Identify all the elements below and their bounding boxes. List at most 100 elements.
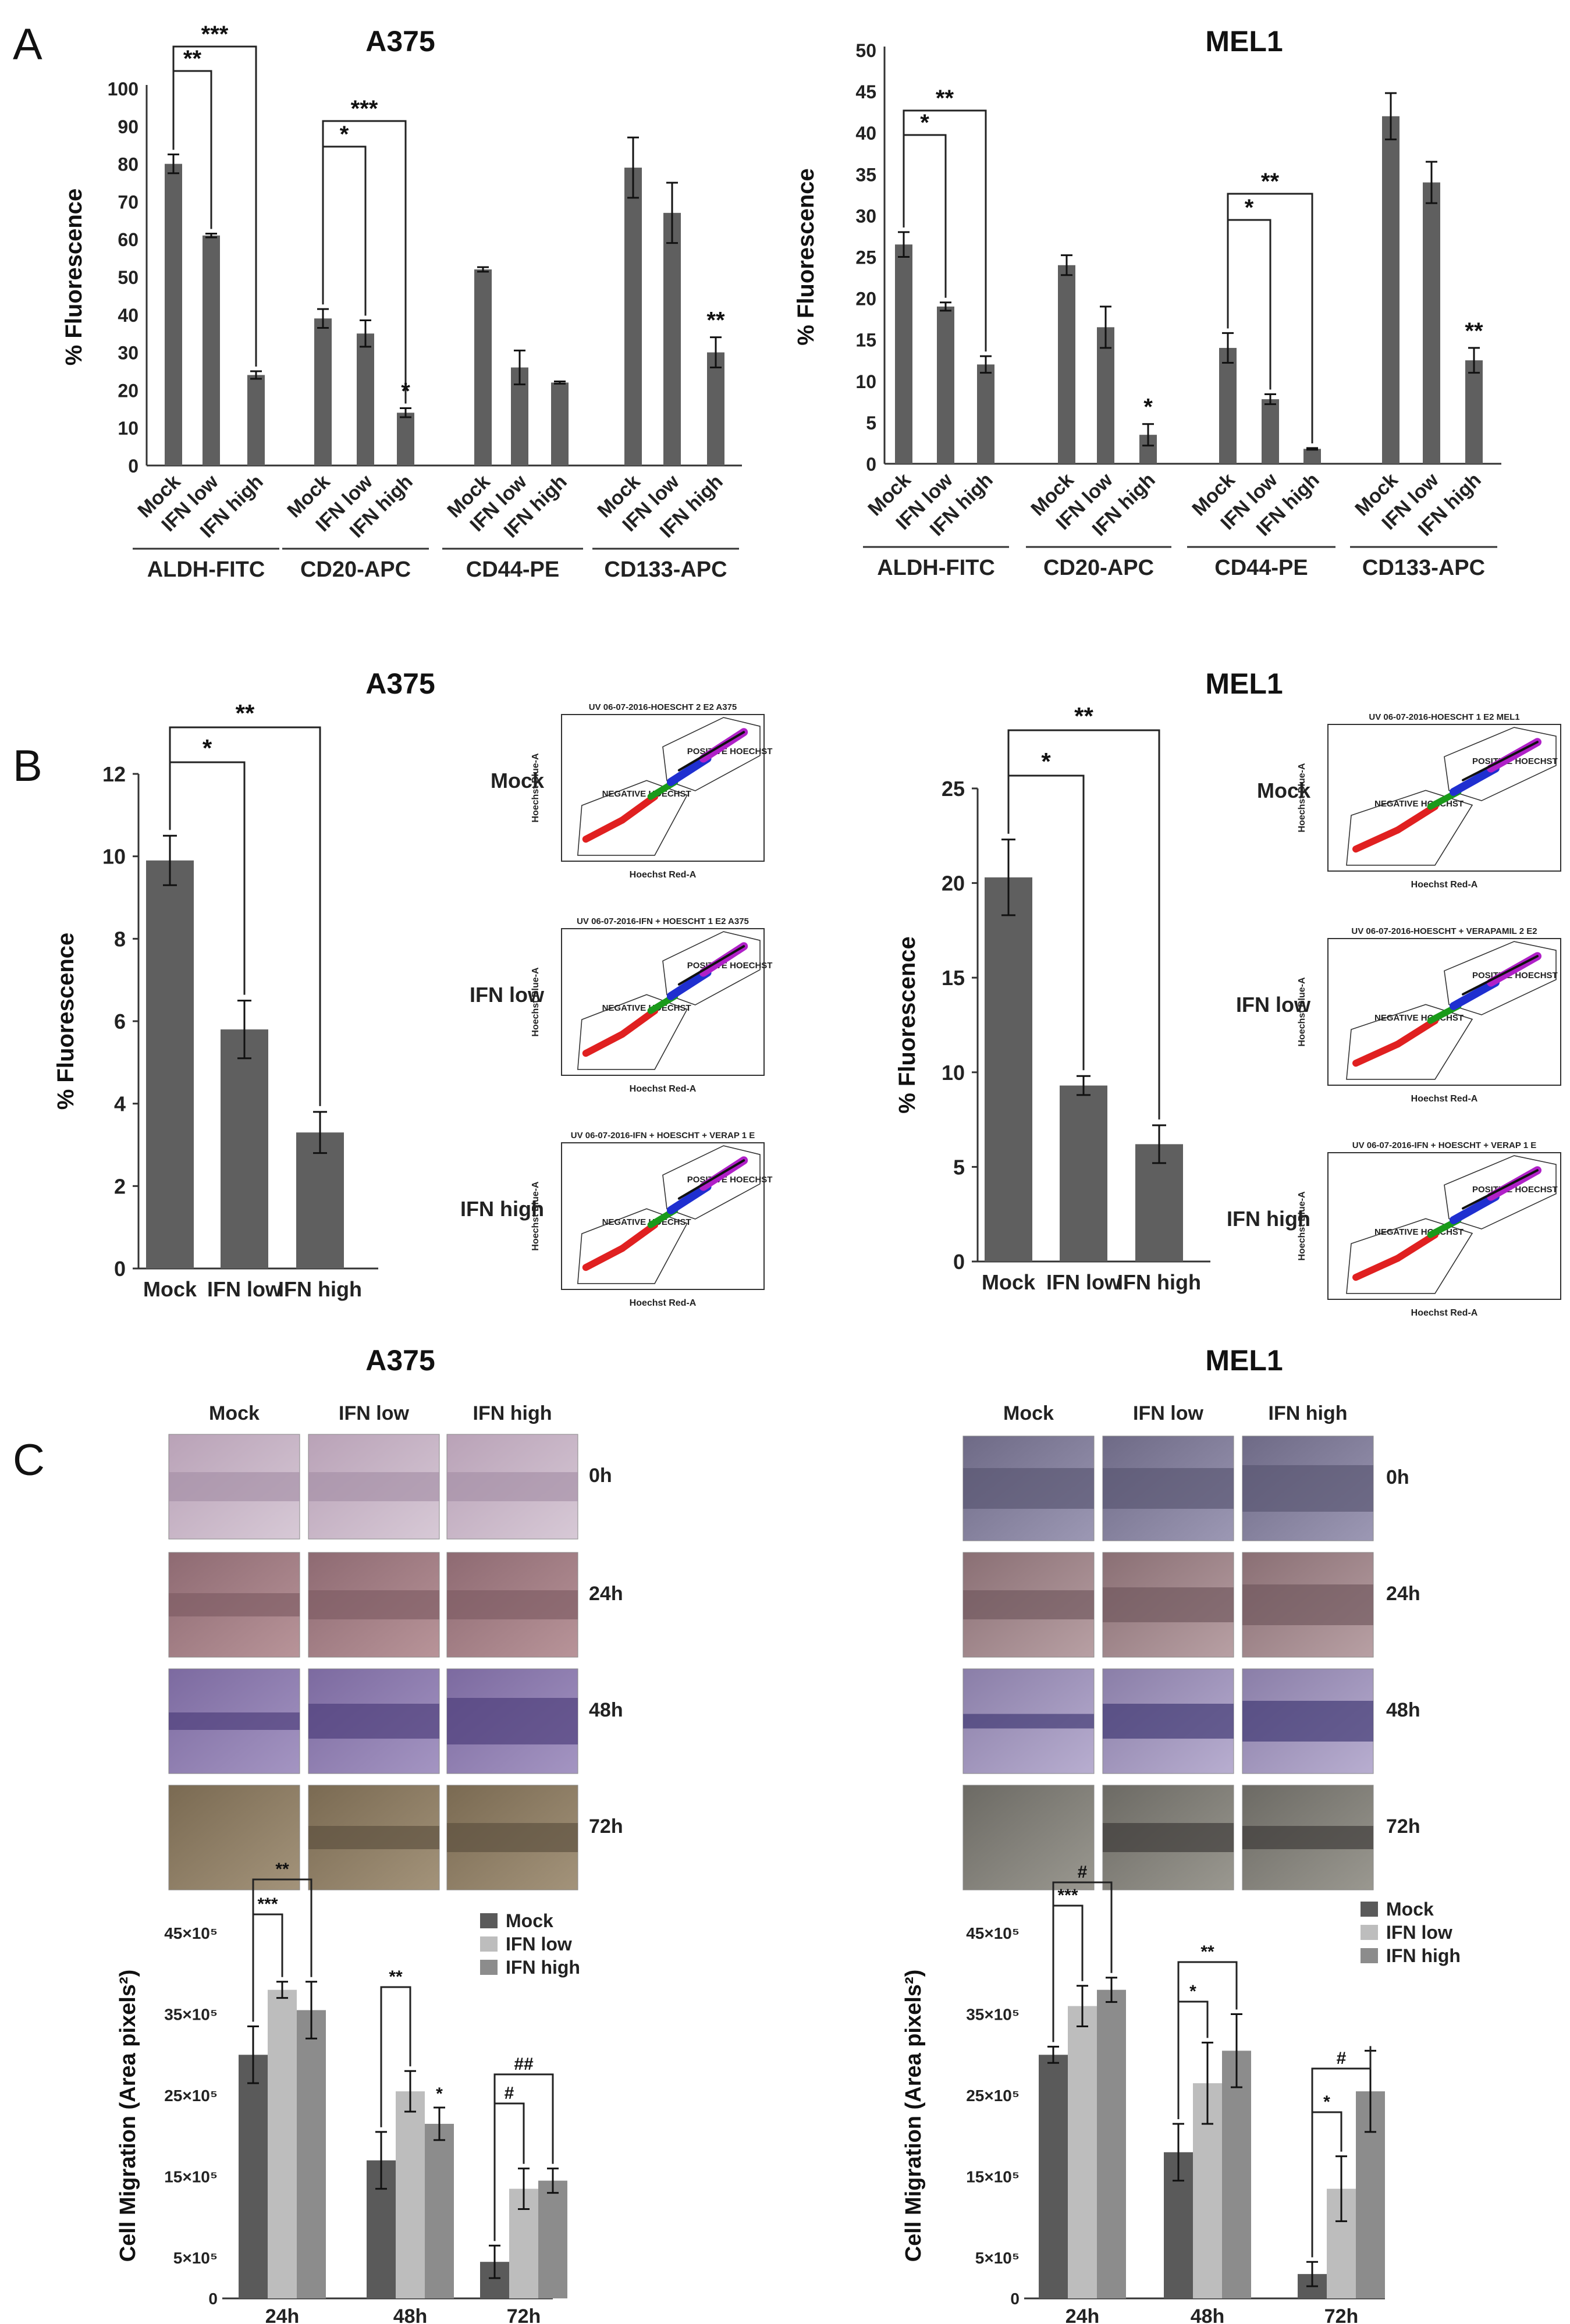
y-axis-label: % Fluorescence (793, 168, 819, 346)
y-tick-label: 15×10⁵ (164, 2168, 218, 2186)
flow-event-cloud (582, 816, 626, 843)
significance-marker: *** (257, 1895, 278, 1914)
significance-bracket (252, 1878, 312, 2022)
significance-marker: ** (236, 699, 255, 727)
flow-event-cloud (1450, 1192, 1500, 1224)
significance-bracket (322, 120, 407, 404)
bar (1262, 399, 1279, 464)
flow-event-cloud (619, 793, 659, 824)
positive-gate-label: POSITIVE HOECHST (687, 961, 773, 971)
x-tick-label: IFN high (278, 1277, 362, 1301)
significance-bracket (169, 726, 321, 1106)
bar (663, 212, 681, 465)
y-tick-label: 0 (128, 456, 138, 477)
wound-gap (169, 1593, 300, 1616)
significance-marker: ** (1261, 169, 1280, 194)
y-tick-label: 70 (118, 191, 138, 212)
wound-gap (1242, 1584, 1373, 1625)
significance-marker: ** (183, 46, 202, 72)
significance-marker: * (1189, 1982, 1196, 2001)
wound-gap (1103, 1587, 1234, 1622)
chart-a-a375: A375 % Fluorescence 0 10 20 30 40 50 60 70 80 90 100… (61, 22, 742, 582)
flow-event-core (677, 731, 745, 772)
flow-plot-title: UV 06-07-2016-IFN + HOESCHT 1 E2 A375 (577, 916, 749, 926)
flow-event-core (677, 945, 745, 986)
legend-label: IFN high (506, 1957, 580, 1978)
wound-image (168, 1785, 300, 1891)
wound-healing-grid: MEL1 Mock IFN low IFN high 0h 24h 48h 72h (962, 1344, 1420, 1891)
y-tick-label: 50 (855, 40, 876, 61)
flow-plot-title: UV 06-07-2016-HOESCHT + VERAPAMIL 2 E2 (1351, 926, 1537, 936)
significance-bracket (1311, 2111, 1342, 2258)
y-tick-label: 2 (114, 1174, 126, 1198)
significance-bracket (493, 2102, 525, 2241)
positive-gate (1444, 727, 1557, 801)
x-tick-label: 48h (1191, 2305, 1225, 2324)
flow-plot-label: IFN low (1236, 993, 1311, 1017)
significance-bracket (1007, 729, 1160, 1120)
legend-swatch (480, 1960, 498, 1975)
x-tick-label: Mock (982, 1270, 1036, 1294)
legend-label: IFN low (506, 1934, 572, 1955)
flow-event-cloud (1394, 1231, 1438, 1262)
bar (1060, 1085, 1107, 1262)
y-tick-label: 100 (108, 79, 138, 100)
flow-y-label: Hoechst Blue-A (531, 753, 541, 823)
flow-plot-title: UV 06-07-2016-IFN + HOESCHT + VERAP 1 E (1352, 1140, 1537, 1150)
y-tick-label: 10 (118, 418, 138, 439)
x-tick-label: IFN low (1046, 1270, 1121, 1294)
flow-x-label: Hoechst Red-A (630, 1084, 697, 1094)
flow-event-core (1462, 741, 1539, 781)
significance-marker: *** (351, 96, 378, 122)
significance-marker: # (1078, 1863, 1088, 1882)
y-tick-label: 45×10⁵ (164, 1924, 218, 1942)
significance-marker: ## (514, 2055, 534, 2074)
significance-marker: # (505, 2084, 514, 2103)
flow-plot-title: UV 06-07-2016-HOESCHT 2 E2 A375 (589, 702, 737, 712)
wound-column-label: IFN low (1133, 1402, 1203, 1424)
wound-gap (963, 1714, 1094, 1729)
legend-swatch (480, 1936, 498, 1952)
flow-x-label: Hoechst Red-A (1411, 880, 1478, 890)
flow-plot-label: IFN low (470, 983, 545, 1007)
positive-gate (662, 717, 761, 791)
wound-row-label: 48h (589, 1699, 623, 1721)
flow-y-label: Hoechst Blue-A (1297, 763, 1307, 833)
flow-plot: IFN low UV 06-07-2016-HOESCHT + VERAPAMIL… (1236, 926, 1561, 1104)
bar (1382, 116, 1399, 464)
flow-event-cloud (1352, 1255, 1401, 1281)
flow-x-label: Hoechst Red-A (630, 870, 697, 880)
flow-event-cloud (1394, 1017, 1438, 1048)
chart-a-mel1: MEL1% Fluorescence05101520253035404550Mo… (793, 25, 1501, 580)
bar (1097, 327, 1114, 464)
legend-label: IFN low (1386, 1922, 1452, 1943)
chart-c-a375: Cell Migration (Area pixels²) 0 5×10⁵ 15×10… (116, 1860, 580, 2324)
bar (203, 235, 220, 465)
legend-label: IFN high (1386, 1945, 1461, 1966)
y-tick-label: 15 (942, 966, 965, 990)
x-tick-label: IFN low (207, 1277, 282, 1301)
panel-letter-b: B (13, 741, 42, 791)
positive-gate (662, 1145, 761, 1220)
y-axis-label: % Fluorescence (894, 936, 920, 1114)
significance-marker: ** (275, 1860, 289, 1879)
y-tick-label: 8 (114, 927, 126, 951)
flow-plot: IFN high UV 06-07-2016-IFN + HOESCHT + VE… (1227, 1140, 1561, 1318)
legend-label: Mock (506, 1910, 553, 1931)
negative-gate (577, 994, 688, 1070)
flow-y-label: Hoechst Blue-A (531, 1181, 541, 1251)
significance-bracket (380, 1986, 411, 2127)
negative-gate (1346, 790, 1473, 866)
wound-gap (963, 1590, 1094, 1619)
flow-y-label: Hoechst Blue-A (531, 967, 541, 1037)
bar (1058, 265, 1075, 464)
bar (707, 352, 724, 465)
y-tick-label: 5 (866, 413, 876, 433)
wound-gap (1242, 1826, 1373, 1849)
y-tick-label: 30 (855, 205, 876, 226)
wound-gap (1103, 1704, 1234, 1739)
y-tick-label: 6 (114, 1010, 126, 1033)
bar (474, 269, 492, 465)
